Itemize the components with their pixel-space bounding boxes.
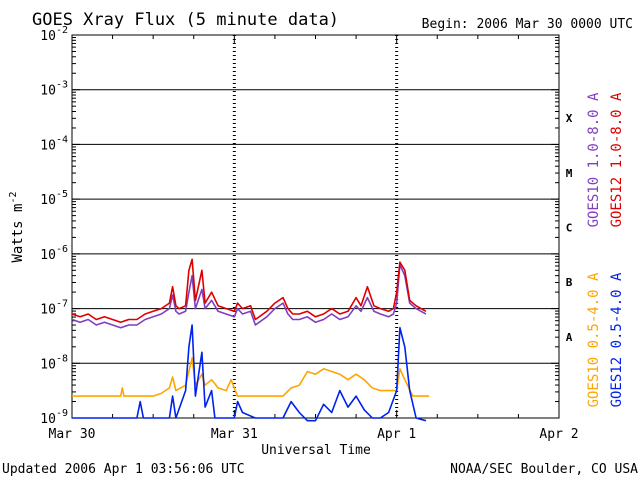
y-tick-base: 10	[40, 357, 56, 372]
x-tick-label: Apr 2	[539, 427, 578, 442]
y-axis-label: Watts m-2	[8, 191, 26, 262]
y-tick-base: 10	[40, 248, 56, 263]
y-tick-exp: -6	[56, 244, 68, 255]
y-tick-label: 10-3	[40, 80, 68, 99]
y-tick-label: 10-4	[40, 134, 68, 153]
y-tick-label: 10-8	[40, 353, 68, 372]
y-tick-exp: -9	[56, 408, 68, 419]
legend-entry: GOES10 0.5-4.0 A	[586, 272, 602, 407]
y-tick-exp: -7	[56, 299, 68, 310]
legend-long-channel: GOES10 1.0-8.0 A GOES12 1.0-8.0 A	[586, 92, 625, 227]
credit-label: NOAA/SEC Boulder, CO USA	[450, 462, 638, 477]
x-tick-label: Apr 1	[377, 427, 416, 442]
y-tick-base: 10	[40, 303, 56, 318]
y-tick-exp: -5	[56, 189, 68, 200]
x-axis-ticks: Mar 30 Mar 31 Apr 1 Apr 2	[49, 35, 579, 442]
x-tick-label: Mar 31	[211, 427, 258, 442]
day-guides	[232, 35, 399, 418]
y-axis-label-base: Watts m	[10, 204, 26, 263]
y-tick-label: 10-2	[40, 25, 68, 44]
y-tick-label: 10-7	[40, 299, 68, 318]
legend-entry: GOES10 1.0-8.0 A	[586, 92, 602, 227]
flare-class-x: X	[566, 112, 573, 125]
y-tick-base: 10	[40, 29, 56, 44]
flare-class-b: B	[566, 276, 573, 289]
series-goes12-1-0-8-0-a	[71, 258, 427, 324]
flare-class-a: A	[566, 331, 573, 344]
y-tick-base: 10	[40, 193, 56, 208]
x-tick-label: Mar 30	[49, 427, 96, 442]
x-axis-label: Universal Time	[261, 443, 371, 458]
legend-short-channel: GOES10 0.5-4.0 A GOES12 0.5-4.0 A	[586, 272, 625, 407]
series-goes12-0-5-4-0-a	[72, 324, 427, 422]
updated-timestamp: Updated 2006 Apr 1 03:56:06 UTC	[2, 462, 245, 477]
y-tick-label: 10-9	[40, 408, 68, 427]
flare-class-labels: X M C B A	[566, 112, 573, 344]
legend-entry: GOES12 0.5-4.0 A	[609, 272, 625, 407]
series-goes10-1-0-8-0-a	[71, 263, 427, 329]
legend-entry: GOES12 1.0-8.0 A	[609, 92, 625, 227]
y-tick-exp: -3	[56, 80, 68, 91]
y-tick-base: 10	[40, 138, 56, 153]
series-goes10-0-5-4-0-a	[72, 356, 430, 397]
y-tick-label: 10-5	[40, 189, 68, 208]
grid-lines	[72, 89, 559, 364]
plot-frame	[71, 34, 560, 419]
y-axis-ticks: 10-210-310-410-510-610-710-810-9	[40, 25, 559, 427]
flare-class-m: M	[566, 167, 573, 180]
y-axis-label-exp: -2	[8, 191, 19, 203]
y-tick-exp: -8	[56, 353, 68, 364]
y-tick-base: 10	[40, 412, 56, 427]
begin-label: Begin: 2006 Mar 30 0000 UTC	[422, 17, 633, 32]
y-tick-base: 10	[40, 84, 56, 99]
chart-title: GOES Xray Flux (5 minute data)	[32, 10, 339, 30]
flare-class-c: C	[566, 222, 573, 235]
series-layer	[71, 258, 430, 422]
y-tick-label: 10-6	[40, 244, 68, 263]
y-tick-exp: -4	[56, 134, 68, 145]
y-tick-exp: -2	[56, 25, 68, 36]
